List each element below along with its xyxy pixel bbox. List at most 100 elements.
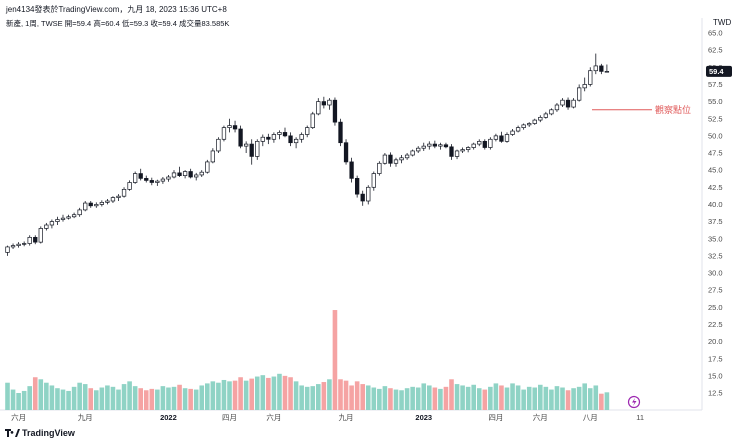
candle-body — [410, 150, 415, 156]
lightning-icon — [632, 398, 637, 406]
volume-bar — [599, 393, 604, 410]
candle-body — [133, 173, 138, 183]
tradingview-logo-text: TradingView — [22, 428, 76, 438]
volume-bar — [227, 381, 232, 410]
volume-bar — [132, 386, 138, 410]
volume-bar — [399, 390, 404, 410]
candle-body — [471, 143, 476, 148]
price-tick-label: 12.5 — [708, 389, 723, 398]
volume-bar — [316, 384, 321, 410]
time-tick-label: 六月 — [266, 412, 281, 422]
volume-bar — [504, 387, 510, 410]
candle-body — [377, 162, 382, 174]
candle-body — [571, 99, 576, 108]
price-tick-label: 17.5 — [708, 354, 723, 363]
candle-body — [510, 130, 515, 135]
price-tick-label: 32.5 — [708, 251, 723, 260]
time-tick-label: 四月 — [488, 413, 503, 422]
price-axis[interactable]: 65.062.560.057.555.052.550.047.545.042.5… — [708, 29, 723, 398]
candle-body — [538, 116, 543, 121]
time-tick-label: 八月 — [583, 413, 598, 422]
volume-bar — [99, 387, 105, 410]
candle-body — [155, 180, 160, 183]
volume-bar — [121, 384, 127, 410]
volume-bar — [105, 385, 110, 410]
candle-body — [427, 143, 432, 147]
time-axis[interactable]: 六月 九月 2022 四月 六月 九月 2023 四月 六月 八月 11 — [11, 412, 644, 422]
candle-body — [83, 202, 88, 211]
candle-body — [399, 157, 404, 161]
volume-bar — [116, 389, 121, 410]
candle-body — [416, 147, 421, 152]
volume-bar — [71, 386, 77, 410]
volume-bar — [304, 386, 310, 410]
annotation-group: 觀察點位 — [592, 104, 691, 115]
tradingview-logo[interactable]: TradingView — [5, 428, 76, 438]
candle-body — [216, 138, 221, 152]
time-tick-label: 2023 — [415, 413, 432, 422]
candle-body — [393, 159, 399, 164]
volume-bar — [560, 387, 565, 410]
price-tick-label: 57.5 — [708, 80, 723, 89]
candle-body — [299, 134, 304, 140]
volume-bar — [604, 392, 610, 410]
volume-bar — [238, 377, 243, 410]
price-tick-label: 25.0 — [708, 303, 723, 312]
volume-bar — [205, 383, 210, 410]
volume-bar — [365, 385, 371, 410]
volume-bar — [354, 381, 360, 410]
volume-bar — [338, 379, 343, 410]
volume-bar — [44, 382, 49, 410]
candle-body — [604, 71, 610, 73]
candle-body — [255, 140, 260, 157]
volume-bar — [493, 383, 499, 410]
candle-body — [138, 173, 143, 179]
volume-bar — [32, 377, 38, 410]
volume-bar — [21, 390, 27, 410]
candle-body — [366, 186, 371, 202]
candle-body — [360, 193, 365, 202]
volume-bar — [243, 380, 249, 410]
last-price-box — [706, 65, 732, 77]
candle-body — [94, 204, 99, 207]
volume-bar — [88, 388, 94, 410]
volume-bar — [199, 385, 205, 410]
candle-body — [421, 145, 426, 149]
candle-body — [194, 174, 199, 178]
candle-body — [515, 127, 521, 132]
candle-body — [493, 135, 499, 140]
volume-bar — [5, 382, 10, 410]
volume-bar — [94, 390, 99, 410]
candle-body — [27, 236, 32, 244]
candle-body — [454, 150, 460, 157]
volume-bar — [260, 375, 266, 410]
candle-body — [565, 99, 571, 108]
price-tick-label: 40.0 — [708, 200, 723, 209]
candle-body — [277, 132, 282, 135]
volume-bar — [138, 388, 143, 410]
candle-body — [77, 209, 82, 216]
time-tick-label: 六月 — [11, 412, 26, 422]
candle-body — [504, 134, 510, 142]
candle-body — [599, 65, 604, 72]
volume-bar — [160, 386, 166, 410]
replay-icon[interactable] — [627, 395, 641, 409]
time-tick-label: 2022 — [160, 413, 177, 422]
candle-body — [293, 138, 299, 144]
candle-body — [499, 135, 504, 142]
candle-body — [521, 124, 526, 128]
candle-body — [116, 195, 121, 198]
volume-bar — [438, 388, 443, 410]
volume-bar — [343, 380, 349, 410]
volume-bar — [499, 385, 504, 410]
candle-body — [38, 228, 43, 243]
volume-bar — [66, 390, 71, 410]
candles — [5, 53, 610, 256]
candle-body — [305, 127, 310, 135]
volume-bar — [293, 381, 299, 410]
candle-body — [388, 154, 393, 164]
candle-body — [543, 113, 548, 118]
volume-bar — [482, 389, 488, 410]
volume-bar — [177, 384, 182, 410]
